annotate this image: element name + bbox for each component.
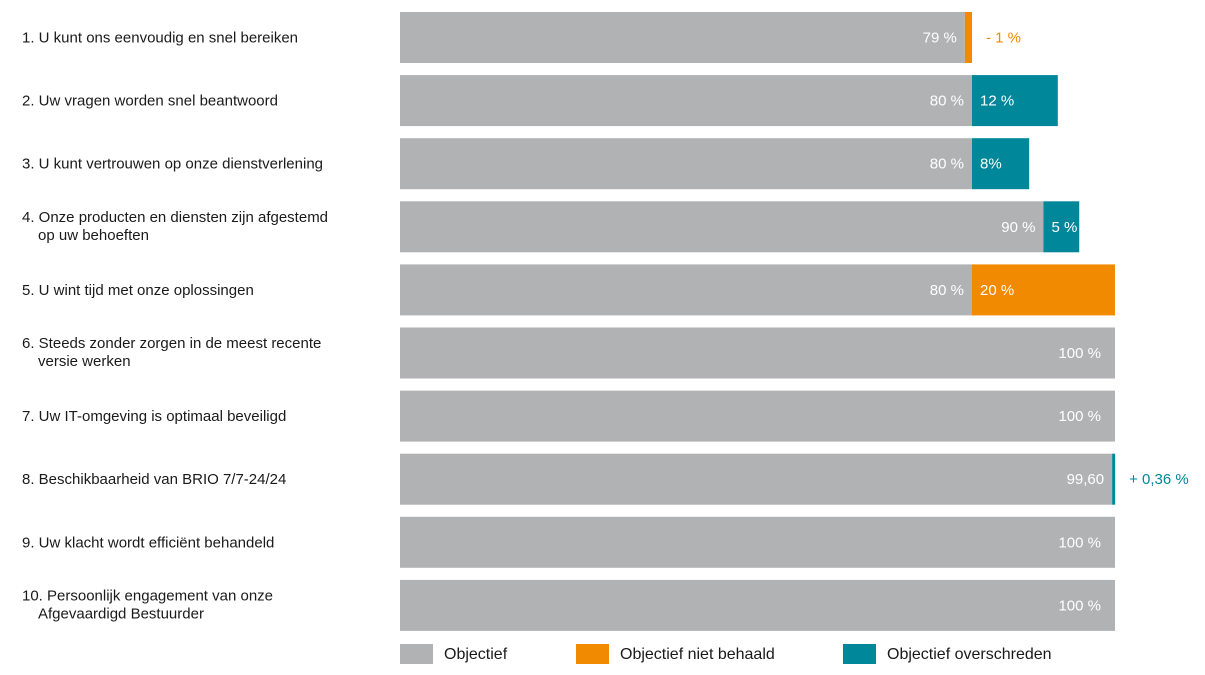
objectief-bar (400, 12, 965, 63)
base-value-label: 79 % (923, 29, 957, 46)
overschreden-bar (972, 75, 1058, 127)
base-value-label: 80 % (930, 93, 964, 110)
objectief-bar (400, 516, 1115, 568)
legend-swatch-niet-behaald (576, 644, 609, 664)
category-label: 2. Uw vragen worden snel beantwoord (22, 93, 278, 110)
base-value-label: 100 % (1058, 597, 1101, 614)
delta-value-label: 8% (980, 156, 1002, 173)
legend-swatch-overschreden (843, 644, 876, 664)
base-value-label: 100 % (1058, 534, 1101, 551)
objectief-bar (400, 327, 1115, 379)
category-label: 5. U wint tijd met onze oplossingen (22, 282, 254, 299)
objectief-bar (400, 453, 1113, 505)
overschreden-bar (1043, 201, 1080, 253)
overschreden-bar (972, 138, 1030, 190)
category-label: 9. Uw klacht wordt efficiënt behandeld (22, 534, 274, 551)
base-value-label: 80 % (930, 156, 964, 173)
base-value-label: 100 % (1058, 408, 1101, 425)
category-label: 3. U kunt vertrouwen op onze dienstverle… (22, 156, 323, 173)
category-label: 1. U kunt ons eenvoudig en snel bereiken (22, 29, 298, 46)
category-label: 7. Uw IT-omgeving is optimaal beveiligd (22, 408, 286, 425)
niet-behaald-bar (972, 264, 1115, 316)
delta-value-label: 5 % (1052, 219, 1078, 236)
category-label-line2: op uw behoeften (38, 227, 149, 244)
overschreden-bar (1112, 453, 1116, 505)
base-value-label: 90 % (1001, 219, 1035, 236)
objectief-bar (400, 75, 972, 127)
legend-label: Objectief (444, 646, 508, 663)
objectief-bar (400, 264, 972, 316)
base-value-label: 99,60 (1067, 471, 1105, 488)
legend-label: Objectief overschreden (887, 646, 1052, 663)
category-label-line2: Afgevaardigd Bestuurder (38, 605, 204, 622)
category-label-line2: versie werken (38, 353, 131, 370)
objectief-bar (400, 390, 1115, 442)
category-label: 4. Onze producten en diensten zijn afges… (22, 209, 328, 226)
objectief-bar (400, 201, 1044, 253)
objectief-bar (400, 138, 972, 190)
category-label: 6. Steeds zonder zorgen in de meest rece… (22, 335, 321, 352)
base-value-label: 80 % (930, 282, 964, 299)
niet-behaald-bar (964, 12, 972, 63)
delta-value-label: 20 % (980, 282, 1014, 299)
legend-label: Objectief niet behaald (620, 646, 775, 663)
delta-value-label: 12 % (980, 93, 1014, 110)
legend-swatch-objectief (400, 644, 433, 664)
delta-value-label: + 0,36 % (1129, 471, 1189, 488)
delta-value-label: - 1 % (986, 29, 1021, 46)
objectief-bar (400, 579, 1115, 631)
category-label: 10. Persoonlijk engagement van onze (22, 587, 273, 604)
category-label: 8. Beschikbaarheid van BRIO 7/7-24/24 (22, 471, 286, 488)
base-value-label: 100 % (1058, 345, 1101, 362)
